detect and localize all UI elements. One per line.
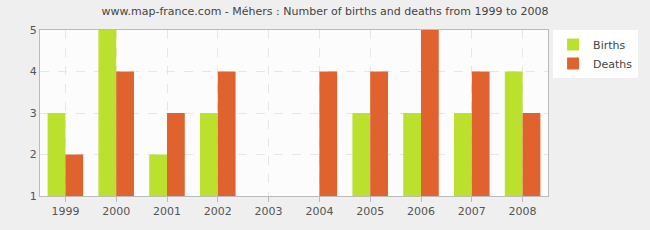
svg-text:2: 2 — [30, 148, 37, 161]
svg-text:2002: 2002 — [204, 205, 232, 218]
svg-text:5: 5 — [30, 24, 37, 37]
svg-text:2008: 2008 — [509, 205, 537, 218]
svg-text:2006: 2006 — [407, 205, 435, 218]
svg-text:Births: Births — [593, 39, 625, 52]
svg-text:Deaths: Deaths — [593, 58, 632, 71]
svg-text:1: 1 — [30, 190, 37, 203]
svg-text:2007: 2007 — [458, 205, 486, 218]
svg-text:2005: 2005 — [356, 205, 384, 218]
svg-text:2004: 2004 — [305, 205, 333, 218]
svg-text:3: 3 — [30, 107, 37, 120]
svg-text:4: 4 — [30, 65, 37, 78]
svg-text:2001: 2001 — [153, 205, 181, 218]
svg-text:www.map-france.com - Méhers :: www.map-france.com - Méhers : Number of … — [102, 5, 549, 18]
svg-text:1999: 1999 — [51, 205, 79, 218]
svg-text:2003: 2003 — [255, 205, 283, 218]
svg-text:2000: 2000 — [102, 205, 130, 218]
